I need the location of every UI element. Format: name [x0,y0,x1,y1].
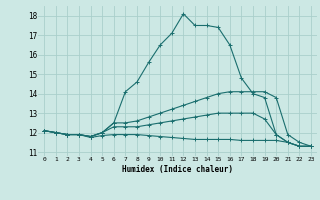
X-axis label: Humidex (Indice chaleur): Humidex (Indice chaleur) [122,165,233,174]
